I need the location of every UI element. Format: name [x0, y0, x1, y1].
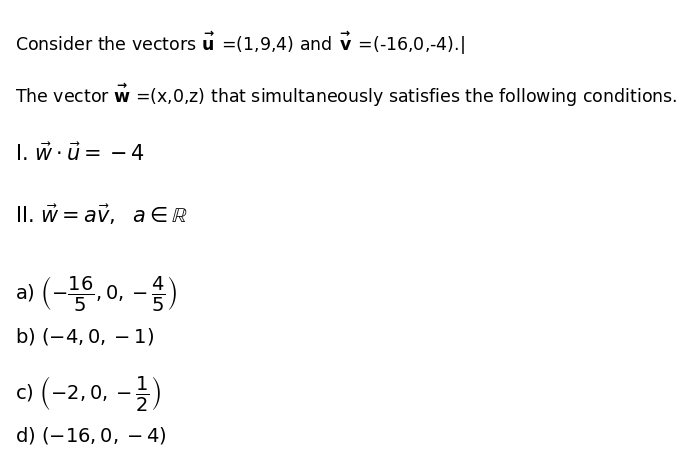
Text: b) $(-4, 0, -1)$: b) $(-4, 0, -1)$ [15, 326, 154, 347]
Text: Consider the vectors $\mathbf{\overset{\to}{u}}$ =(1,9,4) and $\mathbf{\overset{: Consider the vectors $\mathbf{\overset{\… [15, 29, 465, 57]
Text: I. $\vec{w} \cdot \vec{u} = -4$: I. $\vec{w} \cdot \vec{u} = -4$ [15, 142, 145, 165]
Text: d) $(-16, 0, -4)$: d) $(-16, 0, -4)$ [15, 425, 167, 446]
Text: The vector $\mathbf{\overset{\to}{w}}$ =(x,0,z) that simultaneously satisfies th: The vector $\mathbf{\overset{\to}{w}}$ =… [15, 81, 677, 109]
Text: a) $\left(-\dfrac{16}{5},0,-\dfrac{4}{5}\right)$: a) $\left(-\dfrac{16}{5},0,-\dfrac{4}{5}… [15, 274, 177, 314]
Text: II. $\vec{w} = a\vec{v},\ \ a \in \mathbb{R}$: II. $\vec{w} = a\vec{v},\ \ a \in \mathb… [15, 202, 188, 227]
Text: c) $\left(-2, 0, -\dfrac{1}{2}\right)$: c) $\left(-2, 0, -\dfrac{1}{2}\right)$ [15, 374, 161, 414]
